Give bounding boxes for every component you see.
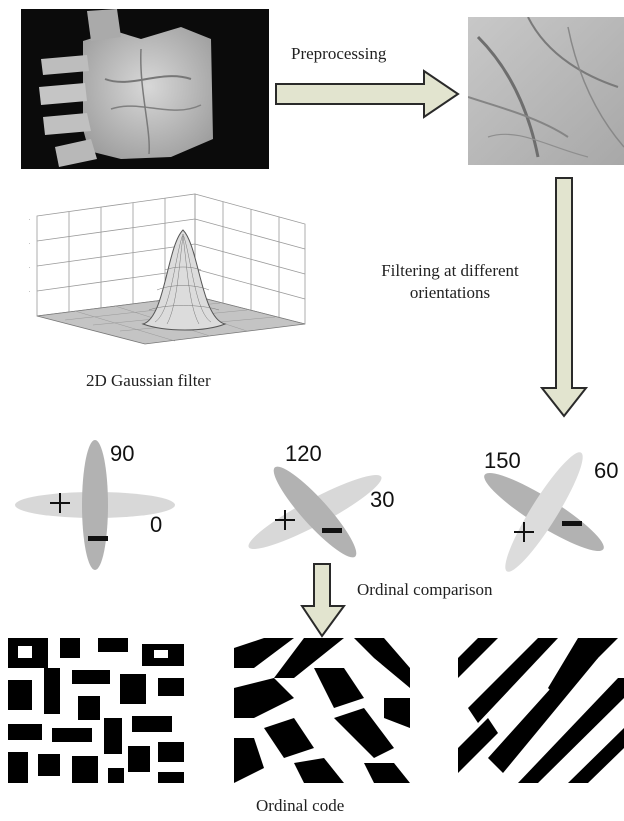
- hand-image: [21, 9, 269, 169]
- svg-text:.: .: [29, 264, 30, 270]
- gaussian-filter-label: 2D Gaussian filter: [86, 371, 211, 390]
- ordinal-code-image-1: [234, 638, 410, 783]
- angle-label-90: 90: [110, 441, 135, 466]
- minus-sign: [562, 521, 582, 526]
- svg-text:.: .: [29, 288, 30, 294]
- minus-sign: [88, 536, 108, 541]
- angle-label-30: 30: [370, 487, 395, 512]
- angle-label-150: 150: [484, 448, 521, 473]
- angle-label-120: 120: [285, 441, 322, 466]
- minus-sign: [322, 528, 342, 533]
- plus-sign: [50, 493, 70, 513]
- ordinal-comparison-label: Ordinal comparison: [357, 580, 493, 599]
- plus-sign: [514, 522, 534, 542]
- angle-label-60: 60: [594, 458, 619, 483]
- ordinal-code-image-0: [8, 638, 184, 783]
- svg-text:.: .: [29, 216, 30, 222]
- roi-image: [468, 17, 624, 165]
- preprocessing-arrow: [274, 68, 462, 120]
- angle-label-0: 0: [150, 512, 163, 537]
- filtering-arrow: [540, 176, 590, 420]
- filter-pair-0-90: [10, 435, 180, 575]
- ordinal-arrow: [300, 562, 346, 640]
- ordinal-code-image-2: [458, 638, 624, 783]
- preprocessing-label: Preprocessing: [291, 44, 387, 63]
- ordinal-code-label: Ordinal code: [256, 796, 345, 815]
- gaussian-surface-plot: ....: [25, 186, 315, 346]
- filtering-label: Filtering at different orientations: [381, 261, 519, 302]
- svg-text:.: .: [29, 240, 30, 246]
- plus-sign: [275, 510, 295, 530]
- filter-pair-60-150: [466, 450, 624, 574]
- filter-pair-30-120: [240, 452, 400, 572]
